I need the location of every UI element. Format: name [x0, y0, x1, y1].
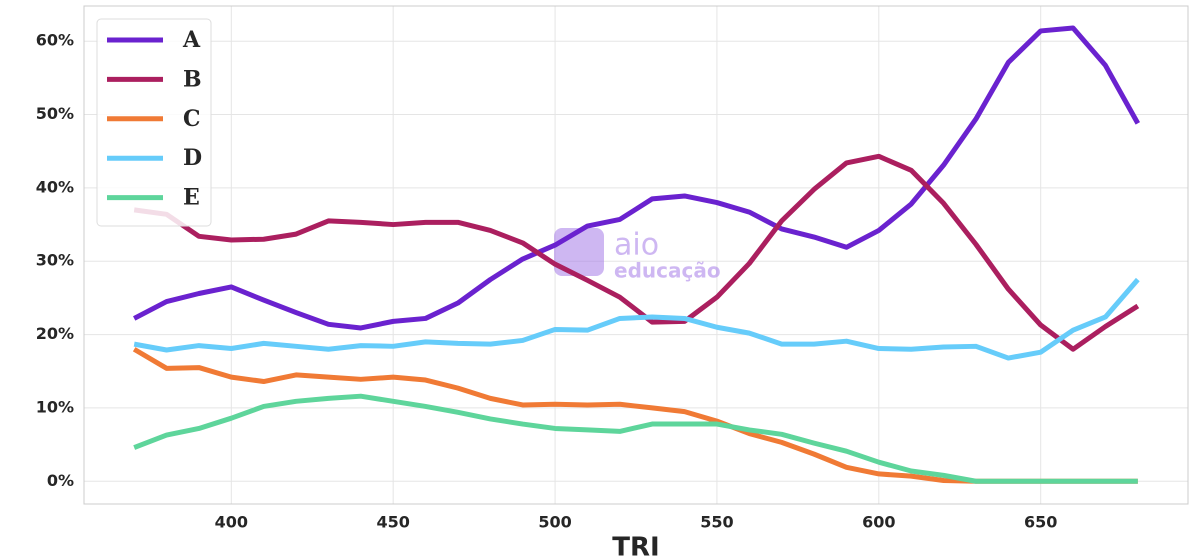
series-line: [133, 153, 1140, 352]
y-tick-label: 40%: [36, 177, 74, 196]
x-tick-label: 500: [538, 513, 571, 532]
y-tick-label: 20%: [36, 324, 74, 343]
x-tick-label: 650: [1024, 513, 1057, 532]
series-line: [133, 25, 1141, 331]
legend-label: A: [182, 27, 201, 53]
x-tick-label: 450: [376, 513, 409, 532]
plot-frame: [83, 5, 1189, 505]
x-tick-label: 400: [215, 513, 248, 532]
series-line: [133, 393, 1138, 484]
y-tick-label: 30%: [36, 251, 74, 270]
legend-label: E: [183, 185, 200, 211]
legend-label: B: [183, 66, 202, 92]
watermark-text: educação: [614, 259, 721, 283]
series-line: [132, 347, 1138, 484]
y-tick-label: 10%: [36, 397, 74, 416]
series-line: [133, 277, 1140, 361]
y-tick-label: 50%: [36, 104, 74, 123]
legend-label: D: [183, 145, 202, 171]
legend-label: C: [183, 106, 201, 132]
watermark-text: aio: [614, 228, 659, 263]
x-axis-label: TRI: [612, 533, 659, 560]
legend-box: [96, 18, 212, 227]
x-tick-label: 550: [700, 513, 733, 532]
x-tick-label: 600: [862, 513, 895, 532]
y-tick-label: 60%: [36, 31, 74, 50]
y-tick-label: 0%: [47, 471, 74, 490]
